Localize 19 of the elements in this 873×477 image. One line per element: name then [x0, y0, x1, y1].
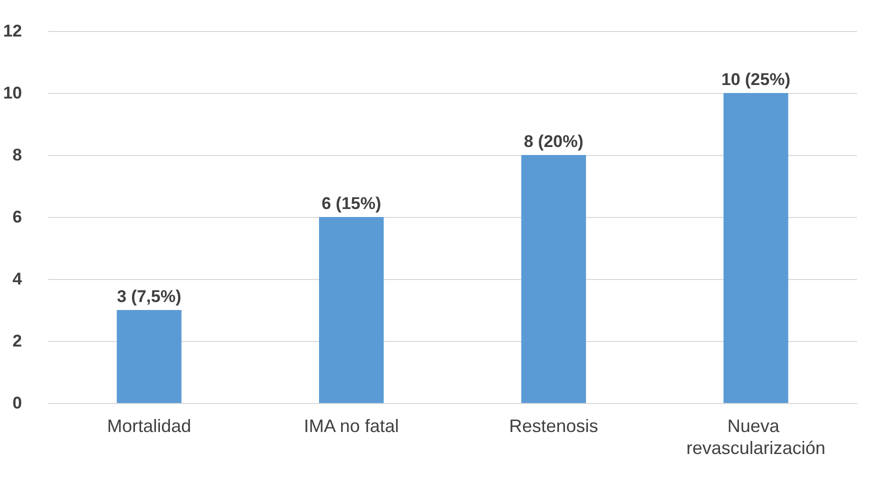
y-tick-label: 8	[12, 146, 22, 164]
x-tick-label: Nueva revascularización	[686, 416, 826, 458]
bar	[116, 310, 182, 403]
bar	[521, 155, 586, 403]
x-tick-label: Mortalidad	[107, 416, 192, 436]
y-tick-label: 12	[3, 22, 22, 40]
data-label: 6 (15%)	[322, 194, 382, 213]
x-tick-label: Restenosis	[509, 416, 598, 436]
data-label: 8 (20%)	[524, 132, 584, 151]
y-tick-label: 2	[12, 332, 22, 350]
data-label: 10 (25%)	[721, 70, 790, 89]
data-label: 3 (7,5%)	[117, 287, 182, 306]
y-tick-label: 6	[12, 208, 22, 226]
y-tick-label: 4	[12, 270, 23, 288]
bar	[724, 93, 788, 403]
y-tick-label: 10	[3, 84, 22, 102]
y-tick-label: 0	[12, 394, 22, 412]
bar	[319, 217, 384, 403]
x-tick-label: IMA no fatal	[304, 416, 399, 436]
